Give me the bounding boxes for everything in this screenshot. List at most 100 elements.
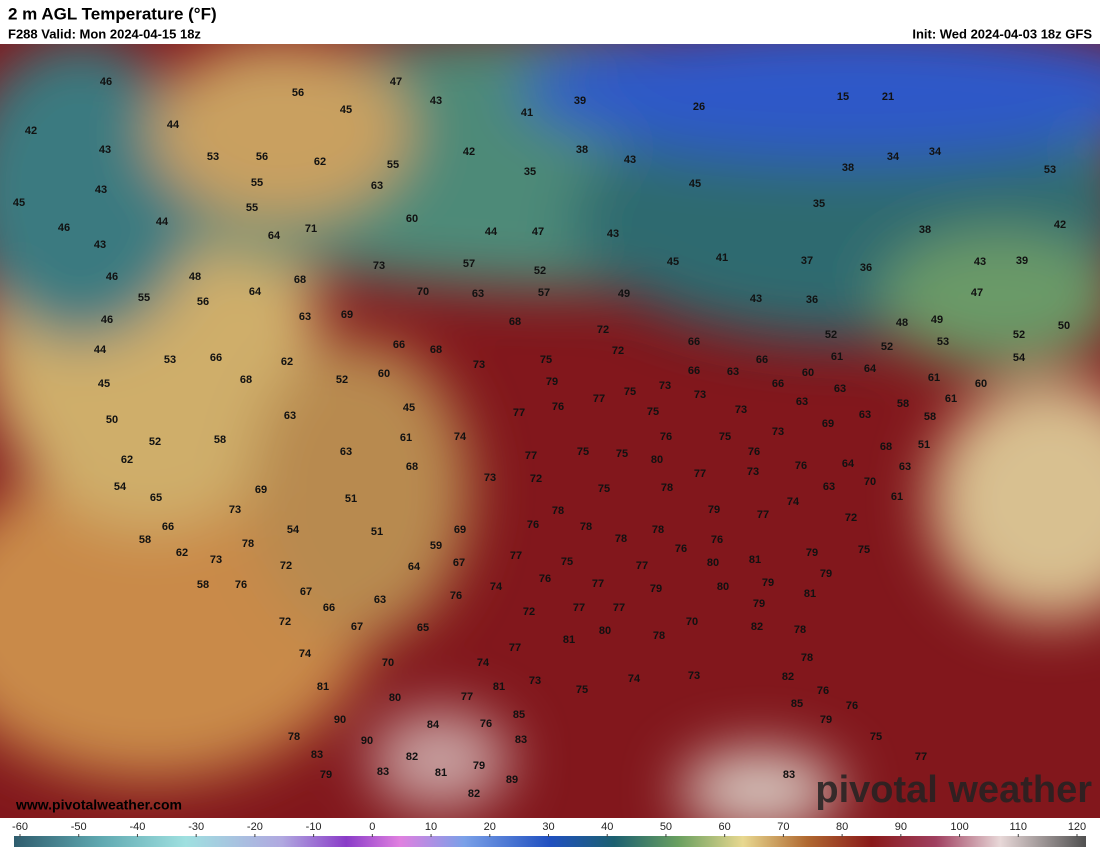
temperature-label: 77 (592, 578, 604, 590)
title: 2 m AGL Temperature (°F) (8, 4, 217, 23)
temperature-label: 73 (210, 554, 222, 566)
temperature-label: 70 (686, 616, 698, 628)
temperature-label: 56 (197, 296, 209, 308)
temperature-label: 74 (628, 673, 641, 685)
temperature-label: 76 (527, 519, 539, 531)
temperature-label: 35 (524, 166, 536, 178)
temperature-label: 68 (509, 316, 521, 328)
colorbar-tick-label: -50 (71, 821, 87, 833)
temperature-label: 62 (176, 547, 188, 559)
temperature-label: 75 (598, 483, 610, 495)
temperature-label: 78 (653, 630, 665, 642)
temperature-label: 81 (435, 767, 447, 779)
temperature-label: 74 (490, 581, 503, 593)
temperature-label: 53 (937, 336, 949, 348)
temperature-label: 69 (822, 418, 834, 430)
temperature-label: 63 (834, 383, 846, 395)
temperature-label: 57 (538, 287, 550, 299)
temperature-label: 56 (292, 87, 304, 99)
temperature-label: 82 (751, 621, 763, 633)
temperature-label: 72 (597, 324, 609, 336)
temperature-label: 63 (371, 180, 383, 192)
temperature-label: 78 (580, 521, 592, 533)
temperature-label: 90 (334, 714, 346, 726)
temperature-label: 43 (99, 144, 111, 156)
temperature-label: 75 (616, 448, 628, 460)
temperature-label: 37 (801, 255, 813, 267)
temperature-label: 76 (450, 590, 462, 602)
temperature-label: 78 (794, 624, 806, 636)
colorbar-tick-label: 100 (950, 821, 968, 833)
temperature-label: 70 (417, 286, 429, 298)
temperature-label: 43 (750, 293, 762, 305)
temperature-label: 47 (971, 287, 983, 299)
temperature-label: 62 (121, 454, 133, 466)
temperature-label: 61 (945, 393, 957, 405)
temperature-label: 80 (599, 625, 611, 637)
temperature-label: 52 (1013, 329, 1025, 341)
temperature-label: 63 (340, 446, 352, 458)
temperature-label: 65 (150, 492, 162, 504)
temperature-label: 77 (573, 602, 585, 614)
temperature-label: 64 (842, 458, 855, 470)
temperature-label: 77 (694, 468, 706, 480)
temperature-label: 74 (787, 496, 800, 508)
temperature-label: 66 (688, 336, 700, 348)
colorbar (14, 836, 1086, 847)
temperature-label: 81 (317, 681, 329, 693)
temperature-label: 43 (974, 256, 986, 268)
temperature-label: 66 (393, 339, 405, 351)
temperature-label: 63 (284, 410, 296, 422)
temperature-label: 36 (860, 262, 872, 274)
temperature-label: 72 (530, 473, 542, 485)
temperature-label: 63 (472, 288, 484, 300)
temperature-label: 72 (612, 345, 624, 357)
temperature-label: 55 (138, 292, 150, 304)
temperature-label: 52 (336, 374, 348, 386)
temperature-label: 73 (747, 466, 759, 478)
temperature-label: 77 (636, 560, 648, 572)
colorbar-tick-label: 0 (369, 821, 375, 833)
temperature-label: 50 (1058, 320, 1070, 332)
temperature-label: 73 (229, 504, 241, 516)
temperature-label: 76 (539, 573, 551, 585)
temperature-label: 64 (864, 363, 877, 375)
temperature-label: 58 (197, 579, 209, 591)
temperature-label: 84 (427, 719, 440, 731)
temperature-label: 79 (546, 376, 558, 388)
temperature-label: 73 (772, 426, 784, 438)
temperature-label: 61 (400, 432, 412, 444)
temperature-label: 89 (506, 774, 518, 786)
temperature-label: 78 (661, 482, 673, 494)
temperature-label: 64 (268, 230, 281, 242)
temperature-label: 52 (149, 436, 161, 448)
colorbar-tick-label: -10 (306, 821, 322, 833)
temperature-label: 68 (880, 441, 892, 453)
temperature-label: 79 (320, 769, 332, 781)
temperature-label: 69 (454, 524, 466, 536)
temperature-label: 54 (114, 481, 127, 493)
colorbar-tick-label: 80 (836, 821, 848, 833)
temperature-label: 74 (454, 431, 467, 443)
temperature-label: 48 (896, 317, 908, 329)
temperature-label: 51 (345, 493, 357, 505)
temperature-label: 46 (101, 314, 113, 326)
temperature-label: 61 (831, 351, 843, 363)
temperature-label: 81 (749, 554, 761, 566)
temperature-label: 82 (468, 788, 480, 800)
temperature-label: 75 (576, 684, 588, 696)
colorbar-tick-label: -60 (12, 821, 28, 833)
temperature-label: 81 (563, 634, 575, 646)
temperature-label: 76 (660, 431, 672, 443)
temperature-label: 44 (156, 216, 169, 228)
colorbar-tick-label: 20 (484, 821, 496, 833)
temperature-label: 42 (25, 125, 37, 137)
temperature-label: 59 (430, 540, 442, 552)
temperature-label: 55 (387, 159, 399, 171)
temperature-label: 52 (825, 329, 837, 341)
temperature-label: 80 (651, 454, 663, 466)
temperature-label: 79 (708, 504, 720, 516)
logo: pivotal weather (815, 769, 1092, 811)
temperature-label: 44 (485, 226, 498, 238)
temperature-label: 26 (693, 101, 705, 113)
